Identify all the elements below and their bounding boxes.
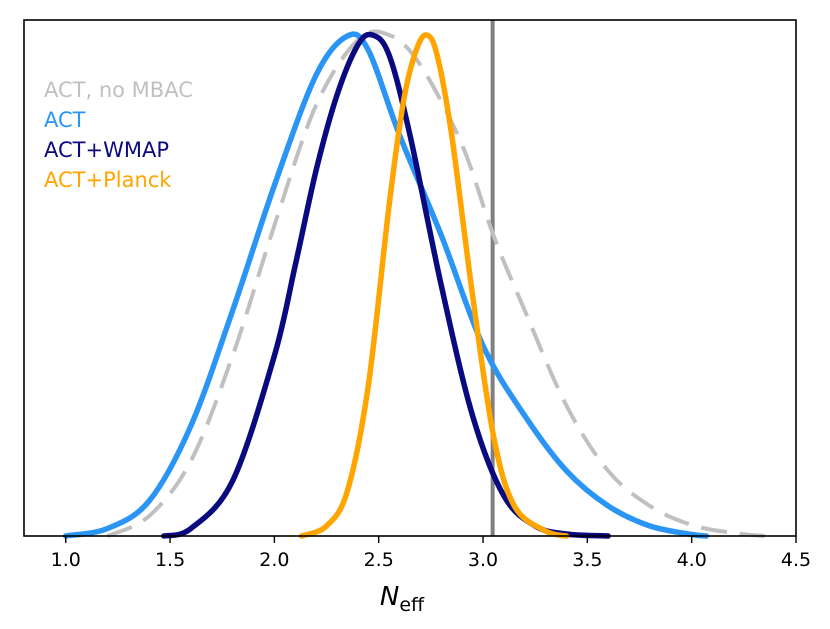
x-tick-label: 4.0 — [677, 549, 707, 571]
x-axis-ticks: 1.0 1.5 2.0 2.5 3.0 3.5 4.0 4.5 — [51, 536, 811, 571]
legend-entry-act-planck: ACT+Planck — [44, 168, 172, 192]
x-tick-label: 1.5 — [155, 549, 185, 571]
x-tick-label: 4.5 — [781, 549, 811, 571]
x-tick-label: 2.5 — [364, 549, 394, 571]
x-tick-label: 3.0 — [468, 549, 498, 571]
x-axis-label: Neff — [380, 582, 425, 616]
legend-entry-act-no-mbac: ACT, no MBAC — [44, 78, 193, 102]
legend-entry-act: ACT — [44, 108, 86, 132]
series-layer — [62, 29, 765, 539]
x-tick-label: 3.5 — [572, 549, 602, 571]
x-tick-label: 2.0 — [259, 549, 289, 571]
series-line-act-no-mbac — [106, 29, 765, 538]
series-line-act-planck — [298, 32, 570, 539]
x-axis-label-subscript: eff — [399, 594, 425, 616]
legend-entry-act-wmap: ACT+WMAP — [44, 138, 169, 162]
x-axis-label-main: N — [380, 582, 399, 612]
series-line-act-wmap — [161, 31, 611, 539]
plot-frame — [23, 19, 797, 537]
series-line-act — [62, 31, 710, 539]
x-tick-label: 1.0 — [51, 549, 81, 571]
legend: ACT, no MBAC ACT ACT+WMAP ACT+Planck — [44, 78, 193, 192]
